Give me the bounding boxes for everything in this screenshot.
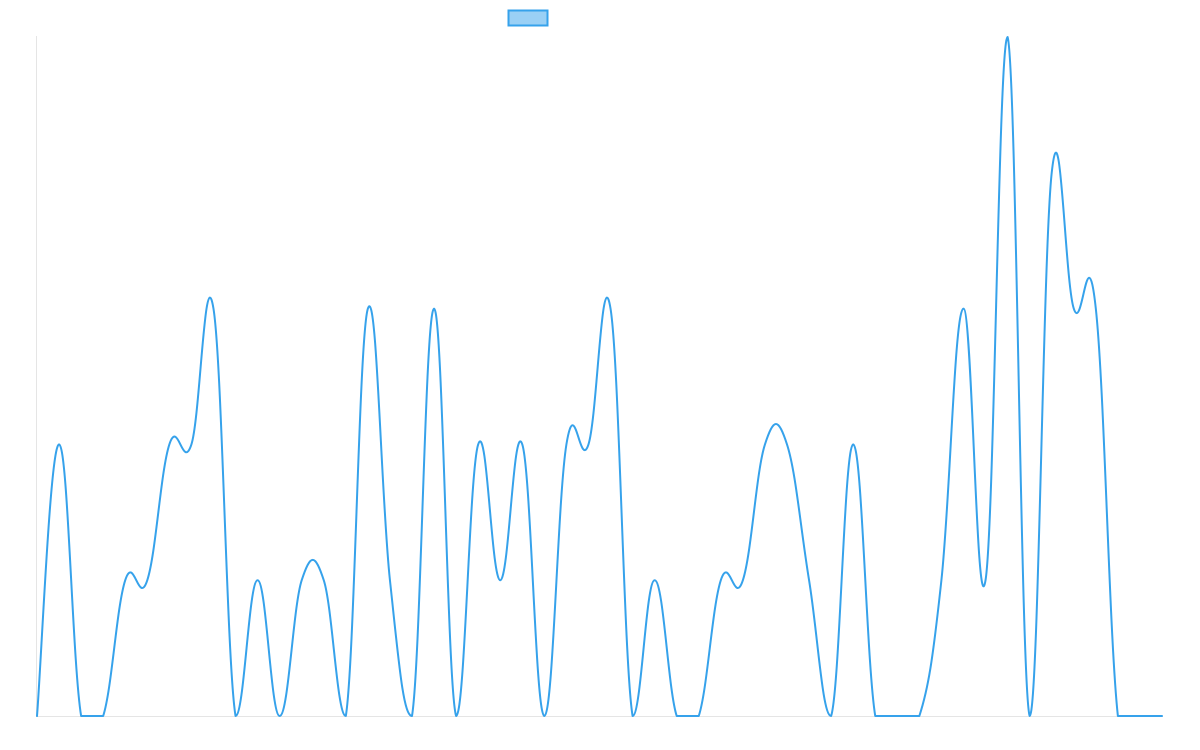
data-point-51[interactable] xyxy=(1159,713,1165,719)
data-point-0[interactable] xyxy=(34,713,40,719)
data-point-15[interactable] xyxy=(365,306,371,312)
data-point-29[interactable] xyxy=(674,713,680,719)
data-point-44[interactable] xyxy=(1005,34,1011,40)
data-point-41[interactable] xyxy=(938,577,944,583)
data-point-46[interactable] xyxy=(1049,170,1055,176)
data-point-10[interactable] xyxy=(255,577,261,583)
data-point-8[interactable] xyxy=(210,306,216,312)
data-point-16[interactable] xyxy=(387,577,393,583)
data-point-3[interactable] xyxy=(100,713,106,719)
data-point-2[interactable] xyxy=(78,713,84,719)
data-point-34[interactable] xyxy=(784,441,790,447)
data-point-20[interactable] xyxy=(475,441,481,447)
data-point-36[interactable] xyxy=(828,713,834,719)
data-point-48[interactable] xyxy=(1093,306,1099,312)
data-point-49[interactable] xyxy=(1115,713,1121,719)
data-point-27[interactable] xyxy=(630,713,636,719)
data-point-21[interactable] xyxy=(497,577,503,583)
data-point-45[interactable] xyxy=(1027,713,1033,719)
data-point-28[interactable] xyxy=(652,577,658,583)
data-point-42[interactable] xyxy=(960,306,966,312)
data-point-22[interactable] xyxy=(519,441,525,447)
data-point-32[interactable] xyxy=(740,577,746,583)
data-point-50[interactable] xyxy=(1137,713,1143,719)
data-point-33[interactable] xyxy=(762,441,768,447)
data-point-26[interactable] xyxy=(608,306,614,312)
data-point-25[interactable] xyxy=(585,441,591,447)
data-point-38[interactable] xyxy=(872,713,878,719)
data-point-18[interactable] xyxy=(431,306,437,312)
data-point-47[interactable] xyxy=(1071,306,1077,312)
data-point-31[interactable] xyxy=(718,577,724,583)
data-point-43[interactable] xyxy=(983,577,989,583)
legend xyxy=(507,9,549,27)
series-line[interactable] xyxy=(36,36,1163,717)
data-point-37[interactable] xyxy=(850,441,856,447)
data-point-13[interactable] xyxy=(321,577,327,583)
data-point-12[interactable] xyxy=(299,577,305,583)
data-point-40[interactable] xyxy=(916,713,922,719)
legend-swatch[interactable] xyxy=(507,9,549,27)
data-point-14[interactable] xyxy=(343,713,349,719)
series-layer xyxy=(34,34,1165,719)
data-point-39[interactable] xyxy=(894,713,900,719)
data-point-35[interactable] xyxy=(806,577,812,583)
data-point-5[interactable] xyxy=(144,577,150,583)
data-point-4[interactable] xyxy=(122,577,128,583)
data-point-9[interactable] xyxy=(233,713,239,719)
data-point-24[interactable] xyxy=(563,441,569,447)
data-point-23[interactable] xyxy=(541,713,547,719)
data-point-30[interactable] xyxy=(696,713,702,719)
data-point-7[interactable] xyxy=(188,441,194,447)
data-point-11[interactable] xyxy=(277,713,283,719)
data-point-6[interactable] xyxy=(166,441,172,447)
data-point-17[interactable] xyxy=(409,713,415,719)
data-point-19[interactable] xyxy=(453,713,459,719)
data-point-1[interactable] xyxy=(56,441,62,447)
